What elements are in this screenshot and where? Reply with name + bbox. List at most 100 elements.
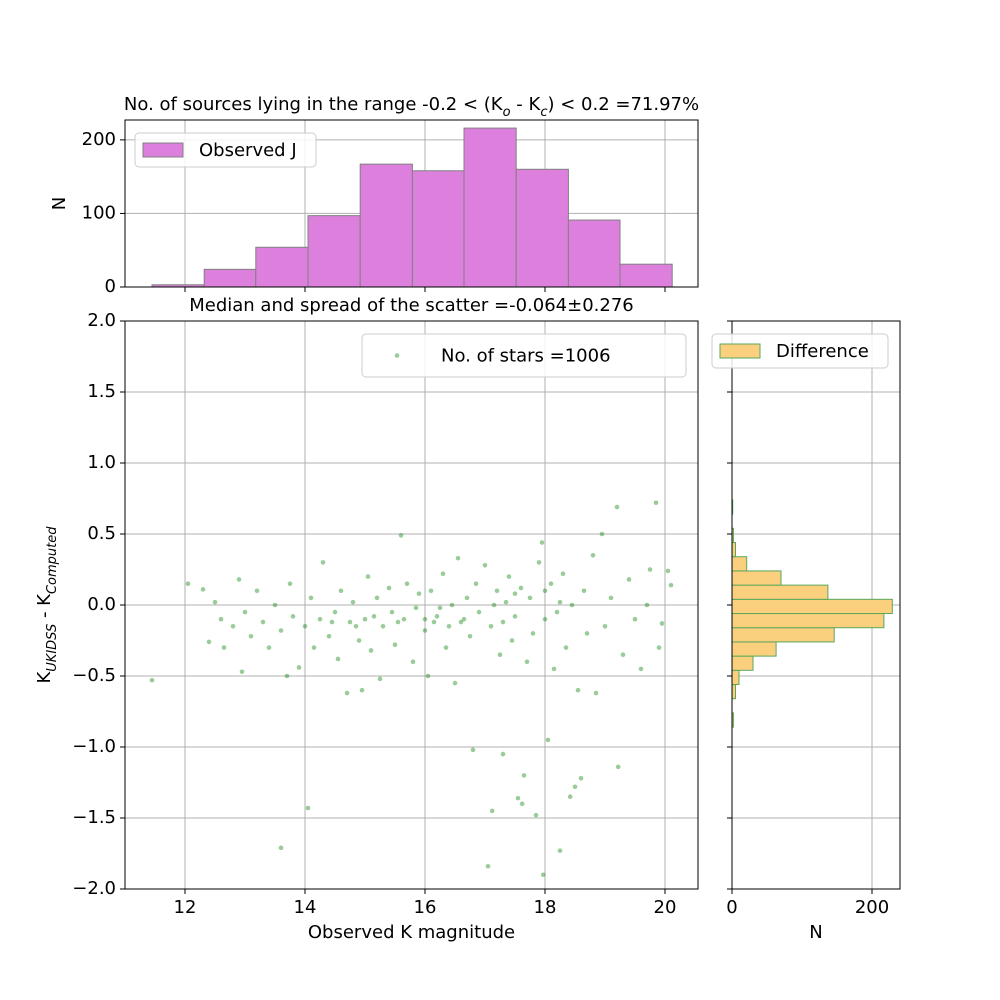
scatter-point	[359, 687, 365, 693]
scatter-point	[308, 595, 314, 601]
scatter-point	[470, 747, 476, 753]
scatter-point	[644, 602, 650, 608]
scatter-point	[206, 639, 212, 645]
hist-bar	[731, 627, 835, 643]
scatter-point	[230, 624, 236, 629]
hist-bar	[731, 556, 748, 572]
scatter-point	[371, 614, 377, 619]
scatter-point	[440, 571, 446, 577]
y-tick-label: −0.5	[72, 665, 116, 686]
scatter-point	[386, 585, 392, 591]
scatter-point	[521, 773, 527, 778]
hist-bar	[731, 613, 885, 629]
scatter-point	[338, 588, 344, 594]
hist-bar	[515, 168, 569, 288]
legend-patch	[142, 142, 184, 158]
scatter-point	[353, 624, 359, 629]
scatter-point	[347, 619, 353, 625]
scatter-point	[452, 680, 458, 686]
x-tick-label: 14	[294, 897, 317, 918]
hist-bar	[567, 219, 621, 288]
scatter-point	[608, 595, 614, 601]
x-tick-label: 12	[174, 897, 197, 918]
scatter-point	[356, 638, 362, 643]
scatter-point	[377, 676, 383, 682]
scatter-point	[404, 581, 410, 586]
scatter-point	[615, 764, 621, 770]
scatter-point	[497, 652, 503, 657]
hist-bar	[731, 598, 893, 615]
x-tick-label: 20	[654, 897, 677, 918]
scatter-point	[350, 599, 356, 605]
hist-bar	[731, 584, 829, 600]
scatter-point	[485, 863, 491, 869]
scatter-point	[518, 585, 524, 591]
scatter-point	[500, 751, 506, 757]
scatter-point	[239, 669, 245, 675]
scatter-point	[389, 609, 395, 615]
scatter-point	[149, 677, 155, 683]
scatter-point	[302, 624, 308, 629]
y-axis-label: KUKIDSS - KComputed	[34, 526, 60, 684]
scatter-point	[446, 624, 452, 629]
hist-bar	[731, 684, 736, 700]
scatter-point	[368, 648, 374, 653]
scatter-point	[632, 616, 638, 622]
hist-bar	[359, 163, 413, 288]
legend-box	[361, 333, 687, 378]
scatter-point	[305, 805, 311, 811]
scatter-point	[332, 609, 338, 615]
scatter-point	[362, 616, 368, 622]
scatter-point	[494, 588, 500, 594]
scatter-point	[329, 619, 335, 625]
scatter-point	[401, 616, 407, 622]
scatter-point	[539, 540, 545, 545]
axes-title-part: - K	[511, 94, 542, 115]
scatter-point	[266, 645, 272, 650]
scatter-point	[659, 621, 665, 626]
scatter-point	[519, 801, 525, 807]
scatter-point	[395, 619, 401, 625]
scatter-point	[425, 673, 431, 679]
scatter-point	[434, 614, 440, 619]
hist-bar	[731, 570, 782, 586]
scatter-point	[563, 645, 569, 650]
scatter-point	[212, 599, 218, 605]
scatter-point	[638, 666, 644, 672]
y-axis-label: N	[49, 197, 70, 210]
y-tick-label: −1.0	[72, 736, 116, 757]
legend-box	[134, 132, 317, 168]
hist-bar	[255, 246, 309, 288]
legend-label: Difference	[776, 341, 869, 362]
x-tick-label: 18	[534, 897, 557, 918]
scatter-point	[620, 652, 626, 657]
x-axis-label: N	[809, 922, 822, 943]
scatter-point	[575, 687, 581, 693]
scatter-point	[515, 795, 521, 801]
y-tick-label: 1.0	[87, 452, 116, 473]
scatter-point	[567, 794, 573, 799]
y-axis-label-part: K	[34, 671, 55, 684]
legend-box	[711, 333, 889, 369]
scatter-point	[530, 631, 536, 636]
scatter-point	[365, 574, 371, 579]
scatter-point	[540, 872, 546, 878]
scatter-point	[443, 645, 449, 650]
hist-bar	[619, 263, 673, 288]
scatter-point	[656, 645, 662, 650]
legend-label: No. of stars =1006	[441, 346, 611, 367]
scatter-point	[320, 560, 326, 565]
scatter-point	[311, 645, 317, 650]
y-axis-label-part: - K	[34, 593, 55, 624]
scatter-point	[413, 605, 419, 611]
scatter-point	[491, 602, 497, 608]
scatter-point	[653, 500, 659, 506]
axes-frame	[124, 119, 699, 288]
axes-frame	[124, 320, 699, 890]
axes-title-part: No. of sources lying in the range -0.2 <…	[124, 94, 504, 115]
scatter-point	[578, 775, 584, 781]
scatter-point	[626, 577, 632, 582]
scatter-point	[260, 619, 266, 625]
scatter-point	[599, 531, 605, 537]
